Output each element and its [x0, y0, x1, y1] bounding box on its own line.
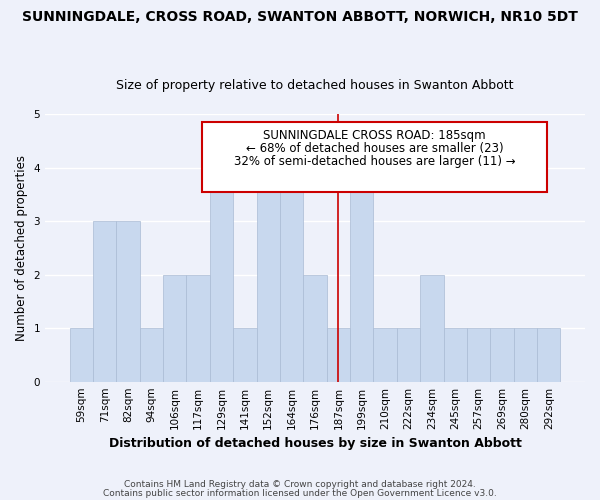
- Text: SUNNINGDALE, CROSS ROAD, SWANTON ABBOTT, NORWICH, NR10 5DT: SUNNINGDALE, CROSS ROAD, SWANTON ABBOTT,…: [22, 10, 578, 24]
- Bar: [163, 274, 187, 382]
- Title: Size of property relative to detached houses in Swanton Abbott: Size of property relative to detached ho…: [116, 79, 514, 92]
- Text: 32% of semi-detached houses are larger (11) →: 32% of semi-detached houses are larger (…: [233, 156, 515, 168]
- Bar: [490, 328, 514, 382]
- Bar: [70, 328, 93, 382]
- Bar: [280, 168, 304, 382]
- Bar: [233, 328, 257, 382]
- Text: Contains HM Land Registry data © Crown copyright and database right 2024.: Contains HM Land Registry data © Crown c…: [124, 480, 476, 489]
- Bar: [257, 168, 280, 382]
- Bar: [443, 328, 467, 382]
- Bar: [514, 328, 537, 382]
- FancyBboxPatch shape: [202, 122, 547, 192]
- Text: SUNNINGDALE CROSS ROAD: 185sqm: SUNNINGDALE CROSS ROAD: 185sqm: [263, 128, 486, 141]
- Text: ← 68% of detached houses are smaller (23): ← 68% of detached houses are smaller (23…: [245, 142, 503, 155]
- Bar: [187, 274, 210, 382]
- Bar: [304, 274, 327, 382]
- Bar: [350, 168, 373, 382]
- Bar: [537, 328, 560, 382]
- Bar: [420, 274, 443, 382]
- Bar: [467, 328, 490, 382]
- Bar: [397, 328, 420, 382]
- Bar: [116, 221, 140, 382]
- Bar: [140, 328, 163, 382]
- Bar: [373, 328, 397, 382]
- Bar: [93, 221, 116, 382]
- Y-axis label: Number of detached properties: Number of detached properties: [15, 155, 28, 341]
- Text: Contains public sector information licensed under the Open Government Licence v3: Contains public sector information licen…: [103, 488, 497, 498]
- Bar: [210, 168, 233, 382]
- Bar: [327, 328, 350, 382]
- X-axis label: Distribution of detached houses by size in Swanton Abbott: Distribution of detached houses by size …: [109, 437, 521, 450]
